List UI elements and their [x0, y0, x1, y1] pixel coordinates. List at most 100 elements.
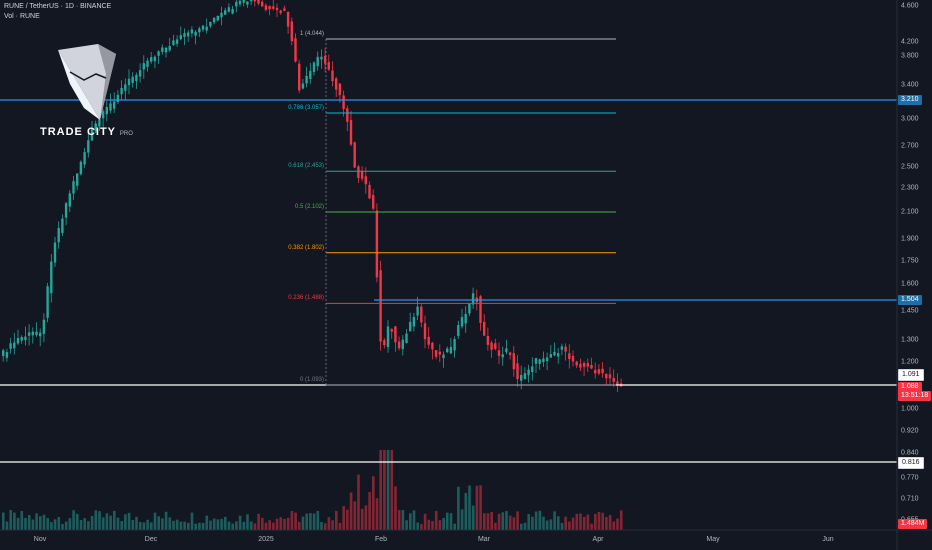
- candle-body: [187, 32, 190, 37]
- fib-level-label: 0 (1.093): [299, 377, 324, 383]
- time-axis-label: Jun: [822, 536, 834, 543]
- volume-bar: [309, 513, 312, 530]
- level-tag-resistance-high: 3.210: [898, 95, 922, 105]
- candle-body: [94, 123, 97, 132]
- candle-body: [27, 332, 31, 336]
- candle-body: [431, 342, 434, 350]
- volume-bar: [135, 516, 138, 530]
- volume-bar: [5, 521, 9, 530]
- volume-bar: [35, 513, 38, 530]
- volume-bar: [13, 512, 16, 530]
- candle-body: [39, 332, 42, 337]
- volume-bar: [190, 512, 194, 530]
- candle-body: [46, 286, 49, 318]
- candle-body: [120, 87, 123, 95]
- candle-body: [423, 323, 427, 340]
- price-axis-tick: 2.300: [901, 184, 919, 192]
- volume-bar: [394, 486, 397, 530]
- volume-bar: [357, 474, 360, 530]
- volume-bar: [534, 511, 538, 530]
- logo-sub: PRO: [119, 131, 133, 137]
- volume-bar: [423, 513, 427, 530]
- volume-bar: [57, 517, 61, 530]
- candle-body: [538, 359, 541, 364]
- candle-body: [153, 56, 157, 62]
- volume-bar: [438, 520, 442, 530]
- fib-level-label: 0.786 (3.057): [288, 104, 324, 111]
- candle-body: [113, 101, 116, 109]
- volume-bar: [109, 515, 112, 530]
- price-axis-tick: 3.000: [901, 115, 919, 123]
- volume-bar: [175, 519, 179, 530]
- volume-bar: [616, 518, 619, 530]
- candle-body: [394, 326, 397, 343]
- candle-body: [72, 181, 75, 194]
- candle-body: [16, 338, 20, 344]
- volume-bar: [279, 517, 283, 530]
- fib-level-label: 0.382 (1.802): [288, 244, 324, 251]
- volume-bar: [275, 518, 279, 530]
- candle-body: [279, 10, 282, 14]
- volume-indicator-title[interactable]: Vol · RUNE: [4, 13, 40, 20]
- volume-bar: [449, 513, 453, 530]
- volume-bar: [264, 522, 268, 530]
- candle-body: [501, 354, 504, 358]
- volume-bar: [538, 510, 542, 530]
- price-axis-tick: 4.600: [901, 2, 919, 10]
- volume-bar: [79, 520, 83, 530]
- candle-body: [64, 203, 68, 218]
- volume-bar: [527, 514, 530, 530]
- volume-bar: [305, 513, 308, 530]
- volume-bar: [212, 518, 216, 530]
- candle-body: [164, 47, 168, 53]
- volume-bar: [464, 492, 468, 530]
- volume-bar: [409, 513, 412, 530]
- symbol-title[interactable]: RUNE / TetherUS · 1D · BINANCE: [4, 3, 112, 10]
- volume-bar: [131, 520, 135, 530]
- candle-body: [124, 84, 127, 91]
- candle-body: [342, 95, 345, 109]
- candle-body: [209, 21, 212, 27]
- candle-body: [238, 0, 242, 5]
- candle-body: [9, 343, 12, 349]
- candle-body: [109, 103, 112, 111]
- candle-body: [138, 70, 142, 77]
- fibonacci-retracement[interactable]: [325, 38, 616, 386]
- candle-body: [594, 369, 597, 374]
- candle-body: [194, 31, 197, 36]
- candle-body: [416, 306, 419, 316]
- time-axis-label: Mar: [477, 536, 491, 543]
- candle-body: [545, 357, 549, 362]
- volume-bar: [434, 510, 438, 530]
- candle-body: [90, 128, 94, 141]
- volume-bar: [90, 515, 94, 530]
- candle-body: [301, 83, 305, 89]
- price-axis-tick: 1.000: [901, 405, 919, 413]
- time-axis-label: Nov: [33, 536, 47, 543]
- candle-body: [142, 63, 145, 70]
- candle-body: [446, 348, 449, 353]
- candle-body: [520, 374, 523, 381]
- volume-bar: [549, 519, 553, 530]
- time-axis-label: Dec: [144, 536, 158, 543]
- volume-bar: [427, 519, 431, 530]
- volume-bar: [553, 511, 556, 530]
- candle-body: [5, 352, 9, 358]
- candle-body: [438, 351, 441, 355]
- candle-body: [79, 161, 83, 175]
- candle-body: [557, 353, 560, 357]
- volume-bar: [272, 522, 275, 530]
- candle-body: [401, 339, 404, 350]
- volume-bar: [105, 513, 109, 530]
- candle-body: [224, 10, 227, 15]
- volume-bar: [619, 510, 623, 530]
- volume-bar: [235, 521, 238, 530]
- candle-body: [272, 6, 275, 9]
- candle-body: [383, 340, 386, 345]
- volume-bar: [564, 516, 567, 530]
- price-axis-tick: 3.800: [901, 52, 919, 60]
- candle-body: [505, 348, 508, 353]
- volume-bar: [405, 520, 408, 530]
- volume-bar: [471, 505, 475, 530]
